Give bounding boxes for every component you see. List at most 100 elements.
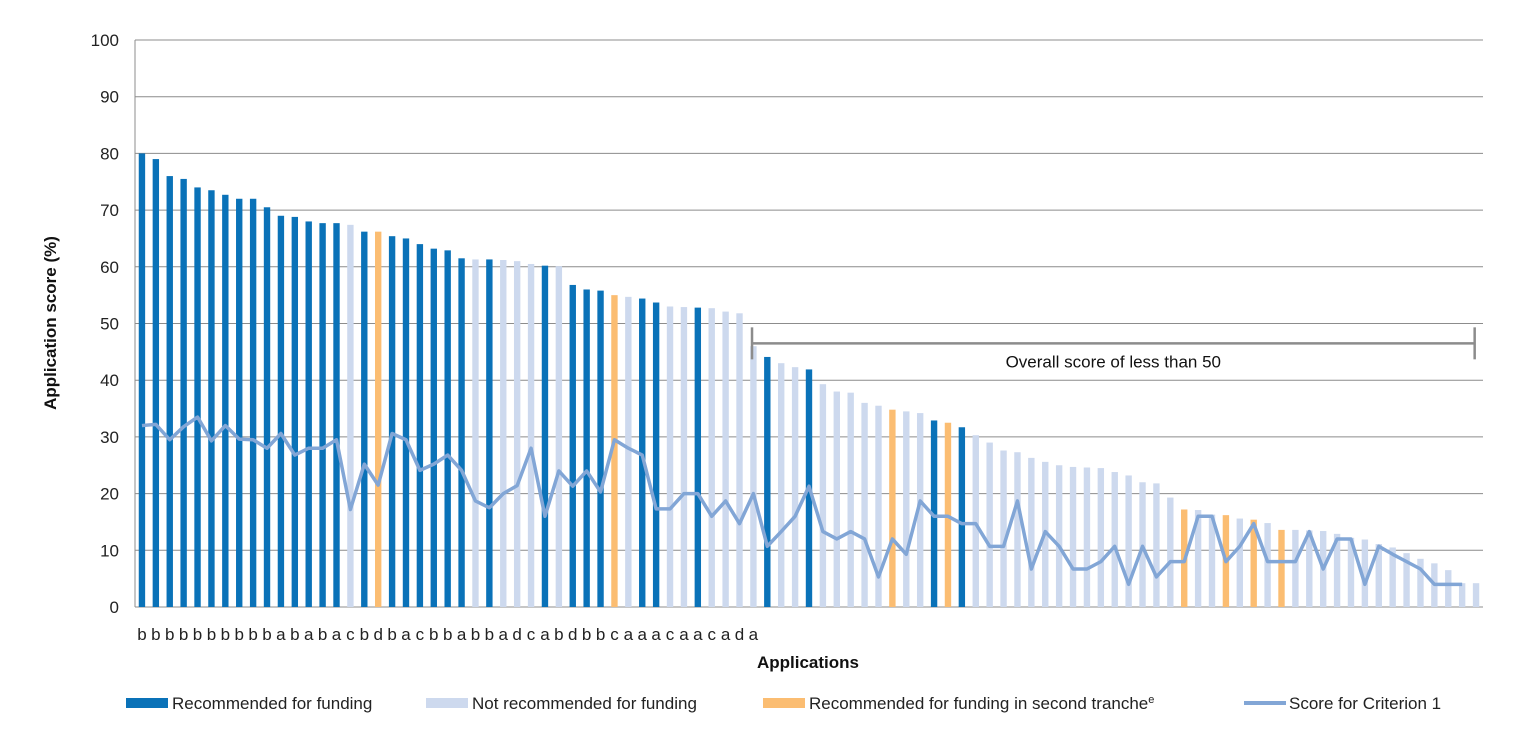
bar-not-recommended (472, 259, 479, 607)
x-category-label: a (332, 625, 342, 644)
x-category-label: b (582, 625, 591, 644)
bar-second-tranche (1278, 529, 1285, 607)
legend-swatch-second-tranche (763, 698, 805, 708)
bar-recommended (138, 153, 146, 607)
y-tick-label: 0 (110, 598, 119, 617)
bar-not-recommended (680, 307, 688, 607)
bar-not-recommended (625, 296, 632, 607)
bar-recommended (152, 159, 160, 607)
bar-recommended (764, 356, 771, 607)
bar-not-recommended (1417, 558, 1424, 607)
x-category-label: b (429, 625, 438, 644)
bar-not-recommended (527, 263, 535, 607)
bar-recommended (166, 176, 173, 607)
legend-superscript: e (1148, 694, 1154, 706)
bar-recommended (486, 259, 493, 607)
bar-not-recommended (833, 391, 840, 607)
x-category-label: a (693, 625, 703, 644)
x-category-label: b (207, 625, 216, 644)
y-axis-title: Application score (%) (41, 236, 60, 410)
bar-not-recommended (1347, 537, 1355, 607)
y-tick-label: 80 (100, 144, 119, 163)
bar-not-recommended (1167, 497, 1174, 607)
x-category-label: d (512, 625, 521, 644)
bar-recommended (291, 216, 299, 607)
bar-recommended (361, 231, 368, 607)
x-category-label: a (651, 625, 661, 644)
x-category-label: b (151, 625, 160, 644)
bar-not-recommended (1194, 510, 1202, 607)
x-category-label: a (304, 625, 314, 644)
bar-recommended (444, 250, 451, 608)
bar-not-recommended (1069, 466, 1077, 607)
bar-recommended (458, 258, 465, 607)
x-category-label: b (471, 625, 480, 644)
x-category-label: a (679, 625, 689, 644)
x-category-label: c (666, 625, 675, 644)
x-category-label: b (596, 625, 605, 644)
x-category-label: b (318, 625, 327, 644)
legend-label: Score for Criterion 1 (1289, 694, 1441, 713)
bar-second-tranche (611, 295, 618, 607)
bar-recommended (639, 298, 646, 607)
x-category-label: a (638, 625, 648, 644)
bar-not-recommended (1153, 483, 1160, 607)
bar-not-recommended (875, 405, 882, 607)
y-tick-label: 90 (100, 88, 119, 107)
bar-not-recommended (722, 311, 729, 607)
bar-not-recommended (1472, 583, 1480, 607)
bar-recommended (222, 194, 229, 608)
bar-recommended (541, 265, 549, 607)
bar-not-recommended (778, 363, 785, 607)
bar-not-recommended (347, 224, 354, 607)
bar-not-recommended (1125, 475, 1132, 607)
bar-not-recommended (1236, 518, 1243, 607)
x-category-label: b (221, 625, 230, 644)
bar-not-recommended (1361, 539, 1369, 607)
legend-label: Recommended for funding (172, 694, 372, 713)
bar-not-recommended (1375, 544, 1382, 607)
bar-not-recommended (1306, 530, 1313, 607)
bar-not-recommended (819, 384, 827, 607)
bar-not-recommended (847, 392, 854, 607)
bar-not-recommended (1292, 529, 1299, 607)
x-category-label: c (346, 625, 355, 644)
x-category-label: a (499, 625, 509, 644)
bar-not-recommended (1055, 465, 1063, 607)
bar-not-recommended (972, 435, 979, 607)
x-category-label: a (749, 625, 759, 644)
annotation-text: Overall score of less than 50 (1006, 352, 1221, 371)
x-category-label: b (485, 625, 494, 644)
bar-not-recommended (1333, 533, 1341, 607)
bar-second-tranche (1250, 519, 1257, 607)
bar-not-recommended (986, 442, 993, 607)
bar-not-recommended (791, 367, 799, 607)
x-category-label: c (707, 625, 716, 644)
x-category-label: d (568, 625, 577, 644)
bar-not-recommended (513, 261, 521, 607)
x-category-label: b (193, 625, 202, 644)
bar-recommended (402, 238, 410, 607)
x-category-label: a (721, 625, 731, 644)
bar-not-recommended (1014, 452, 1021, 607)
x-category-label: a (276, 625, 286, 644)
bar-recommended (388, 236, 396, 607)
bar-not-recommended (1389, 547, 1396, 607)
x-category-label: b (248, 625, 257, 644)
bar-recommended (194, 187, 201, 608)
x-category-label: a (624, 625, 634, 644)
x-category-label: b (554, 625, 563, 644)
bar-not-recommended (916, 413, 924, 607)
bars (138, 153, 1480, 608)
bar-not-recommended (1264, 523, 1271, 607)
bar-not-recommended (861, 402, 868, 607)
bar-not-recommended (1097, 468, 1105, 607)
bar-not-recommended (1000, 450, 1007, 607)
bar-recommended (694, 307, 702, 607)
x-category-label: b (387, 625, 396, 644)
bar-not-recommended (903, 411, 910, 607)
x-category-label: a (457, 625, 467, 644)
